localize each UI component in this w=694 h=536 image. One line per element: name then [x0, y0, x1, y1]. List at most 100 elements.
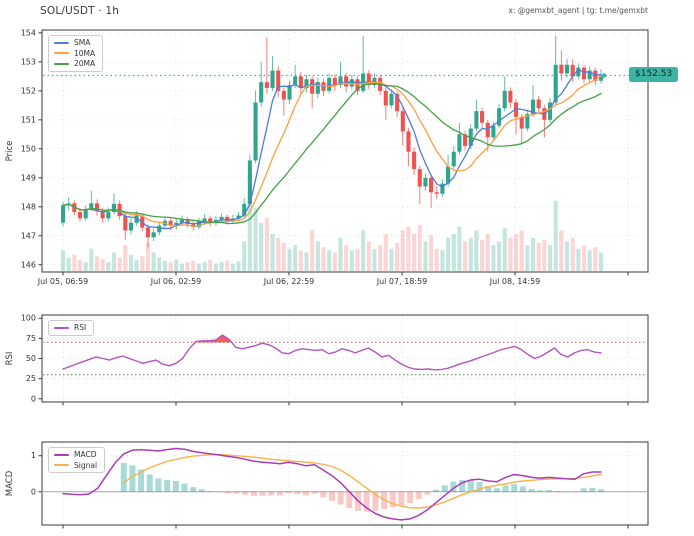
volume-bar [570, 237, 575, 271]
candle-body [480, 111, 485, 123]
candle-body [457, 134, 462, 152]
macd-hist-bar [528, 488, 535, 492]
volume-bar [179, 263, 184, 271]
volume-bar [145, 242, 150, 271]
volume-bar [242, 241, 247, 271]
tick-label: RSI [5, 352, 15, 366]
candle-body [355, 79, 360, 91]
macd-hist-bar [450, 481, 457, 492]
volume-bar [440, 250, 445, 271]
credit-text: x: @gemxbt_agent | tg: t.me/gemxbt [508, 6, 648, 15]
candle-body [361, 73, 366, 91]
volume-bar [451, 234, 456, 271]
macd-panel-frame [41, 441, 649, 526]
candle-body [94, 203, 100, 212]
volume-bar [196, 263, 201, 271]
candle-body [423, 177, 428, 187]
ma20-line-swatch [54, 62, 69, 65]
candle-body [525, 114, 530, 129]
volume-bar [304, 252, 309, 271]
candle-body [174, 222, 179, 226]
volume-bar [77, 259, 83, 271]
volume-bar [236, 261, 241, 271]
volume-bar [468, 237, 473, 271]
candle-body [219, 216, 224, 220]
macd-hist-bar [363, 491, 370, 512]
macd-hist-bar [198, 489, 205, 492]
rsi-overbought-fill [195, 335, 232, 343]
tick-label: Jul 07, 18:59 [376, 277, 428, 286]
candle-body [581, 67, 587, 80]
volume-bar [191, 260, 196, 271]
volume-bar [559, 230, 564, 271]
macd-hist-bar [407, 491, 414, 503]
volume-bar [383, 234, 388, 271]
legend-label: Signal [74, 460, 98, 470]
volume-bar [417, 225, 422, 271]
macd-hist-bar [502, 485, 509, 492]
candle-body [168, 220, 173, 226]
tick-label: 146 [21, 260, 36, 269]
rsi-line-swatch [54, 326, 69, 329]
volume-bar [117, 257, 122, 271]
tick-label: 0 [31, 394, 36, 403]
candle-body [587, 70, 592, 80]
macd-legend: MACD Signal [48, 447, 106, 473]
volume-bar [100, 259, 105, 271]
candle-body [281, 90, 286, 100]
macd-hist-bar [415, 491, 422, 500]
candle-body [338, 76, 343, 86]
tick-label: 154 [21, 28, 36, 37]
macd-line-swatch [54, 453, 69, 456]
macd-hist-bar [294, 491, 301, 494]
volume-bar [514, 234, 519, 271]
macd-hist-bar [598, 489, 604, 492]
macd-hist-bar [554, 491, 561, 492]
tick-label: 150 [21, 144, 36, 153]
macd-hist-bar [250, 491, 257, 496]
tick-label: 149 [21, 173, 36, 182]
candle-body [123, 216, 128, 231]
volume-bar [587, 250, 592, 271]
volume-bar [72, 254, 77, 271]
volume-bar [593, 247, 598, 271]
sma5-line [62, 68, 602, 230]
legend-label: SMA [74, 38, 91, 47]
tick-label: 148 [21, 202, 36, 211]
volume-bar [83, 262, 88, 271]
volume-bar [213, 263, 218, 271]
volume-bar [89, 248, 94, 271]
legend-item-rsi: RSI [54, 324, 86, 332]
candle-body [576, 67, 581, 77]
candle-body [236, 215, 241, 219]
candle-body [429, 177, 434, 193]
macd-hist-bar [441, 485, 448, 492]
volume-bar [259, 222, 264, 271]
volume-bar [576, 248, 581, 271]
macd-hist-bar [181, 483, 188, 492]
candle-body [451, 151, 456, 167]
candle-body [530, 99, 536, 115]
volume-bar [547, 245, 553, 271]
candle-body [389, 93, 394, 106]
volume-bar [293, 245, 298, 271]
volume-bar [406, 226, 411, 271]
chart-title: SOL/USDT · 1h [40, 5, 120, 17]
candle-body [570, 64, 575, 77]
volume-bar [128, 254, 134, 271]
macd-hist-bar [580, 488, 587, 492]
volume-bar [542, 239, 547, 271]
candle-body [242, 203, 247, 216]
volume-bar [553, 200, 558, 271]
candle-body [412, 151, 417, 170]
macd-hist-bar [467, 479, 474, 492]
macd-hist-bar [545, 489, 552, 492]
candle-body [366, 73, 371, 86]
volume-bar [372, 248, 377, 271]
volume-bar [310, 230, 315, 271]
volume-bar [361, 230, 366, 271]
tick-label: 152 [21, 86, 36, 95]
tick-label: Jul 08, 14:59 [489, 277, 541, 286]
macd-hist-bar [511, 484, 518, 492]
volume-bar [564, 241, 570, 271]
